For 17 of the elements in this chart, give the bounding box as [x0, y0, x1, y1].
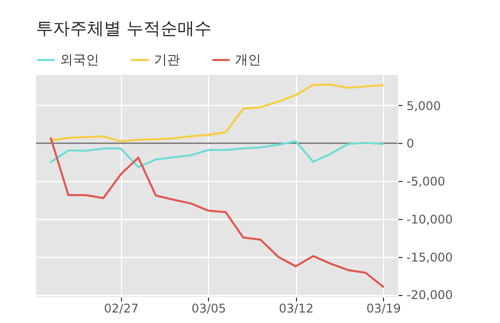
legend-label: 기관	[154, 53, 180, 68]
line-series	[50, 137, 384, 288]
x-tick-label: 03/05	[191, 302, 226, 316]
x-tick-label: 02/27	[104, 302, 139, 316]
x-tick-label: 03/12	[278, 302, 314, 316]
chart-title: 투자주체별 누적순매수	[36, 19, 212, 39]
y-tick-label: 5,000	[406, 98, 441, 113]
legend-label: 개인	[235, 53, 261, 68]
y-tick-label: -20,000	[406, 288, 453, 302]
y-tick-label: -5,000	[406, 174, 446, 189]
line-series	[50, 83, 384, 142]
x-tick-label: 03/19	[366, 302, 401, 316]
line-series	[50, 140, 384, 168]
legend-label: 외국인	[60, 53, 99, 68]
y-tick-label: -15,000	[406, 250, 453, 264]
y-tick-label: -10,000	[406, 212, 453, 226]
y-tick-label: 0	[406, 136, 414, 151]
